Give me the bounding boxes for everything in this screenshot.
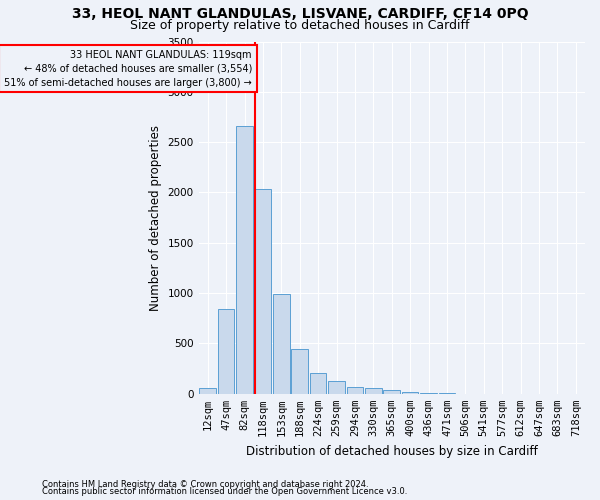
Bar xyxy=(365,388,382,394)
Text: 33 HEOL NANT GLANDULAS: 119sqm
← 48% of detached houses are smaller (3,554)
51% : 33 HEOL NANT GLANDULAS: 119sqm ← 48% of … xyxy=(4,50,252,88)
Bar xyxy=(420,393,437,394)
Bar xyxy=(236,126,253,394)
Bar xyxy=(347,388,363,394)
Text: Contains HM Land Registry data © Crown copyright and database right 2024.: Contains HM Land Registry data © Crown c… xyxy=(42,480,368,489)
Bar xyxy=(402,392,418,394)
Bar xyxy=(328,381,345,394)
Bar xyxy=(273,294,290,394)
Bar xyxy=(310,372,326,394)
Text: Size of property relative to detached houses in Cardiff: Size of property relative to detached ho… xyxy=(130,18,470,32)
Text: Contains public sector information licensed under the Open Government Licence v3: Contains public sector information licen… xyxy=(42,488,407,496)
X-axis label: Distribution of detached houses by size in Cardiff: Distribution of detached houses by size … xyxy=(246,444,538,458)
Bar xyxy=(383,390,400,394)
Bar xyxy=(199,388,216,394)
Bar xyxy=(254,190,271,394)
Bar xyxy=(292,348,308,394)
Bar xyxy=(218,310,235,394)
Text: 33, HEOL NANT GLANDULAS, LISVANE, CARDIFF, CF14 0PQ: 33, HEOL NANT GLANDULAS, LISVANE, CARDIF… xyxy=(71,8,529,22)
Y-axis label: Number of detached properties: Number of detached properties xyxy=(149,124,162,310)
